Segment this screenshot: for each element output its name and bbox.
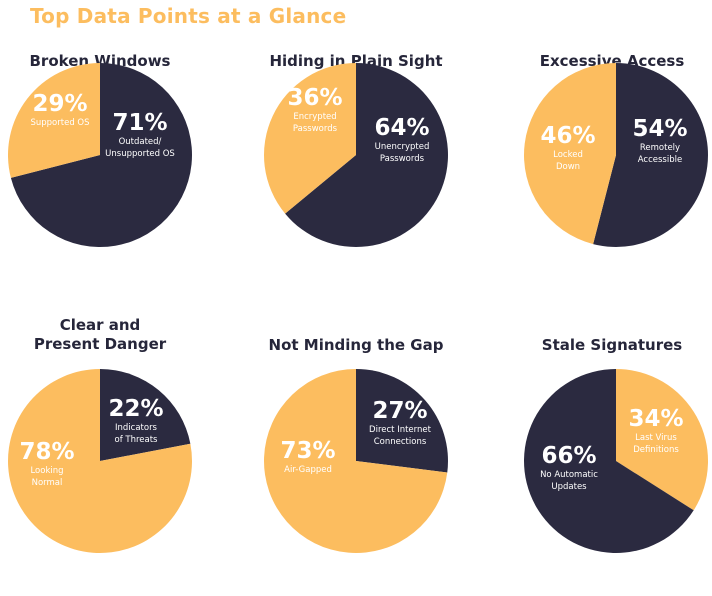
pie-slice (10, 63, 192, 247)
pie-slice (7, 369, 192, 553)
pie-slice (593, 63, 708, 247)
slice-category-label: Supported OS (30, 118, 89, 128)
slice-percent-label: 29% (32, 91, 87, 117)
slice-percent-label: 71% (112, 110, 167, 136)
slice-category-label: Last Virus (635, 433, 677, 443)
pie-slice (356, 369, 448, 473)
slice-category-label: of Threats (115, 435, 159, 445)
slice-category-label: Looking (30, 466, 63, 476)
slice-category-label: Down (556, 162, 580, 172)
pie-slice (263, 369, 448, 553)
slice-category-label: Remotely (640, 143, 680, 153)
slice-percent-label: 66% (541, 443, 596, 469)
slice-percent-label: 22% (108, 396, 163, 422)
slice-category-label: Outdated/ (119, 137, 162, 147)
chart-panel-not-minding-the-gap: Not Minding the Gap 27% Direct Internet Con… (256, 336, 456, 596)
slice-category-label: Passwords (380, 154, 425, 164)
slice-category-label: Air-Gapped (284, 465, 332, 475)
slice-percent-label: 36% (287, 85, 342, 111)
pie-chart: 71%Outdated/Unsupported OS 29%Supported O… (7, 63, 192, 247)
pie-slice (263, 63, 356, 214)
slice-percent-label: 64% (374, 115, 429, 141)
slice-category-label: Direct Internet (369, 425, 432, 435)
chart-title: Broken Windows (29, 52, 171, 70)
chart-panel-excessive-access: Excessive Access 54% Remotely Accessible 46%… (512, 46, 712, 306)
pie-slice (524, 369, 694, 553)
slice-category-label: Locked (553, 150, 583, 160)
pie-slice (7, 63, 101, 178)
chart-title: Excessive Access (539, 52, 685, 70)
chart-panel-broken-windows: Broken Windows 71% Outdated/Unsupported OS… (0, 46, 200, 306)
slice-category-label: Passwords (293, 124, 338, 134)
slice-percent-label: 73% (280, 438, 335, 464)
pie-slice (100, 369, 191, 461)
slice-percent-label: 27% (372, 398, 427, 424)
slice-category-label: Connections (374, 437, 427, 447)
pie-slice (523, 62, 616, 245)
slice-category-label: No Automatic (540, 470, 598, 480)
chart-panel-hiding-in-plain-sight: Hiding in Plain Sight 64% Unencrypted Passw… (256, 46, 456, 306)
slice-category-label: Updates (551, 482, 587, 492)
chart-title: Clear and Present Danger (33, 316, 167, 353)
page-title: Top Data Points at a Glance (30, 4, 347, 28)
slice-category-label: Encrypted (293, 112, 336, 122)
pie-slice (285, 63, 448, 247)
slice-category-label: Accessible (638, 155, 682, 165)
slice-percent-label: 34% (628, 406, 683, 432)
slice-category-label: Definitions (633, 445, 679, 455)
chart-title: Not Minding the Gap (268, 336, 444, 354)
chart-title: Hiding in Plain Sight (269, 52, 443, 70)
pie-chart: 22%Indicators of Threats 78%Looking Normal (7, 369, 192, 553)
slice-percent-label: 46% (540, 123, 595, 149)
slice-percent-label: 54% (632, 116, 687, 142)
slice-category-label: Unencrypted (375, 142, 430, 152)
pie-chart: 34%Last Virus Definitions 66%No Automatic U… (524, 369, 709, 553)
slice-category-label: Normal (32, 478, 63, 488)
pie-chart: 27%Direct Internet Connections 73%Air-Gapp… (263, 369, 448, 553)
pie-slice (616, 369, 709, 511)
slice-percent-label: 78% (19, 439, 74, 465)
pie-chart: 54%Remotely Accessible 46%Locked Down (523, 62, 708, 247)
pie-chart: 64%Unencrypted Passwords 36%Encrypted Passw… (263, 63, 448, 247)
slice-category-label: Unsupported OS (105, 149, 175, 159)
chart-panel-stale-signatures: Stale Signatures 34% Last Virus Definitions… (512, 336, 712, 596)
chart-panel-clear-and-present-danger: Clear and Present Danger 22% Indicators of T… (0, 316, 200, 576)
slice-category-label: Indicators (115, 423, 158, 433)
chart-title: Stale Signatures (541, 336, 683, 354)
